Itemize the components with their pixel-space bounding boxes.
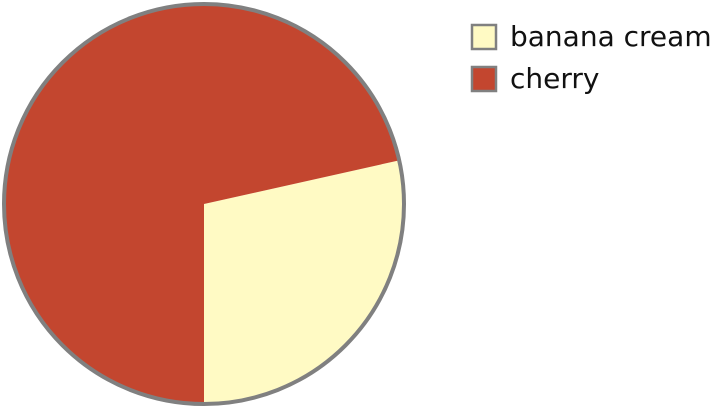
pie-outline <box>2 2 406 406</box>
pie-slices <box>3 3 404 404</box>
legend-label-cherry: cherry <box>510 62 599 95</box>
legend: banana cream cherry <box>470 20 712 95</box>
legend-label-banana-cream: banana cream <box>510 20 712 53</box>
legend-swatch-cherry <box>470 65 498 93</box>
legend-swatch-banana-cream <box>470 23 498 51</box>
pie-slice-banana-cream <box>204 160 404 404</box>
pie-slice-cherry <box>3 3 400 404</box>
